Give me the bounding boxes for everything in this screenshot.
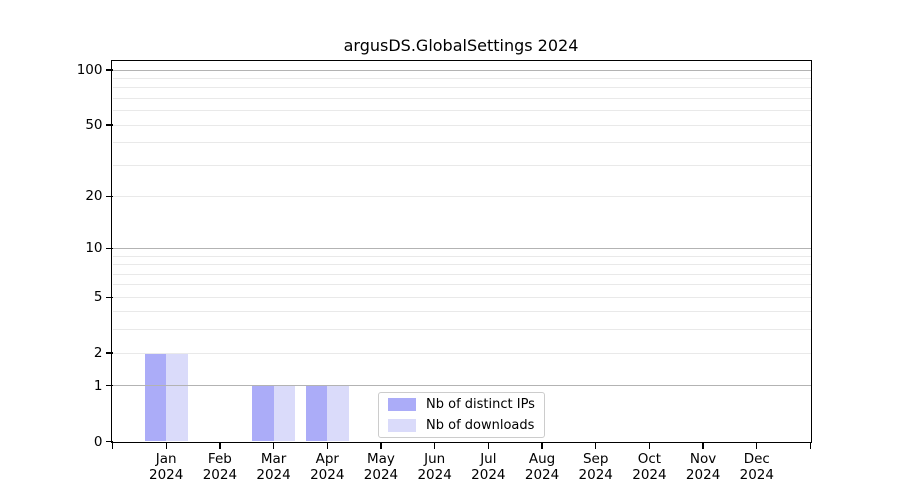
y-tick-label: 0 (93, 433, 103, 450)
y-tick-label: 2 (93, 345, 103, 362)
plot-border (111, 59, 812, 443)
legend-label-downloads: Nb of downloads (426, 418, 535, 433)
y-tick-label: 20 (85, 188, 103, 205)
x-tick-label: May 2024 (363, 450, 399, 484)
legend: Nb of distinct IPs Nb of downloads (378, 392, 545, 438)
x-tick-label: Mar 2024 (256, 450, 291, 484)
x-tick-label: Jul 2024 (471, 450, 506, 484)
legend-swatch-downloads (388, 419, 416, 432)
legend-swatch-distinct-ips (388, 398, 416, 411)
legend-item-distinct-ips: Nb of distinct IPs (388, 397, 535, 412)
x-tick-label: Aug 2024 (524, 450, 560, 484)
legend-item-downloads: Nb of downloads (388, 418, 535, 433)
x-tick-label: Sep 2024 (578, 450, 613, 484)
x-tick-label: Oct 2024 (632, 450, 667, 484)
x-tick-label: Nov 2024 (685, 450, 721, 484)
chart-title: argusDS.GlobalSettings 2024 (343, 36, 579, 55)
y-tick-label: 50 (85, 117, 103, 134)
y-tick-label: 1 (93, 377, 103, 394)
legend-label-distinct-ips: Nb of distinct IPs (426, 397, 535, 412)
y-tick-label: 5 (93, 289, 103, 306)
x-tick-label: Jun 2024 (417, 450, 452, 484)
x-tick-label: Feb 2024 (202, 450, 238, 484)
y-tick-label: 10 (85, 240, 103, 257)
x-tick-label: Dec 2024 (739, 450, 774, 484)
x-tick-label: Apr 2024 (310, 450, 345, 484)
y-tick-label: 100 (76, 62, 103, 79)
x-tick-label: Jan 2024 (149, 450, 184, 484)
